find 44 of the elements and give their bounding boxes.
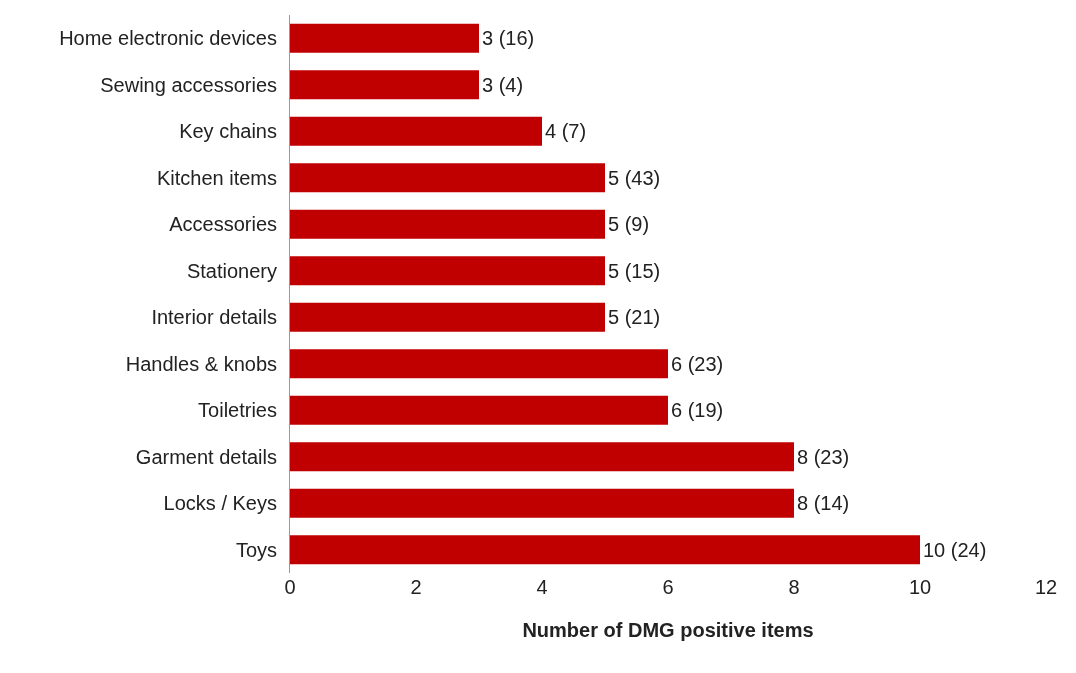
bar xyxy=(290,209,605,239)
bar xyxy=(290,488,794,518)
y-tick-label: Handles & knobs xyxy=(125,352,277,375)
y-tick-label: Interior details xyxy=(151,306,277,329)
y-tick-label: Toiletries xyxy=(198,399,277,422)
y-tick-label: Kitchen items xyxy=(156,166,277,189)
x-tick-label: 12 xyxy=(1034,576,1058,598)
y-tick-label: Garment details xyxy=(135,445,277,468)
data-label: 10 (24) xyxy=(923,538,987,561)
data-label: 8 (14) xyxy=(797,492,850,515)
data-label: 3 (16) xyxy=(482,27,535,50)
y-tick-label: Sewing accessories xyxy=(100,73,277,96)
y-tick-label: Key chains xyxy=(179,120,277,143)
x-tick-label: 4 xyxy=(536,576,548,598)
bar xyxy=(290,23,479,53)
y-tick-label: Toys xyxy=(235,538,277,561)
data-label: 3 (4) xyxy=(482,73,524,96)
data-label: 6 (19) xyxy=(671,399,724,422)
x-tick-label: 10 xyxy=(908,576,932,598)
data-label: 5 (9) xyxy=(608,213,650,236)
data-label: 4 (7) xyxy=(545,120,587,143)
bar xyxy=(290,70,479,100)
x-tick-label: 8 xyxy=(788,576,800,598)
bar xyxy=(290,116,542,146)
bar xyxy=(290,442,794,472)
data-label: 5 (21) xyxy=(608,306,661,329)
x-tick-label: 6 xyxy=(662,576,674,598)
y-tick-label: Stationery xyxy=(186,259,277,282)
bar xyxy=(290,535,920,565)
y-tick-label: Accessories xyxy=(169,213,277,236)
bar xyxy=(290,163,605,193)
bar xyxy=(290,302,605,332)
bar xyxy=(290,256,605,286)
x-tick-label: 2 xyxy=(410,576,422,598)
data-label: 5 (43) xyxy=(608,166,661,189)
bar xyxy=(290,349,668,379)
x-tick-label: 0 xyxy=(284,576,296,598)
data-label: 6 (23) xyxy=(671,352,724,375)
y-tick-label: Home electronic devices xyxy=(59,27,277,50)
bar xyxy=(290,395,668,425)
data-label: 8 (23) xyxy=(797,445,850,468)
x-axis-title: Number of DMG positive items xyxy=(522,618,814,641)
y-tick-label: Locks / Keys xyxy=(163,492,277,515)
data-label: 5 (15) xyxy=(608,259,661,282)
